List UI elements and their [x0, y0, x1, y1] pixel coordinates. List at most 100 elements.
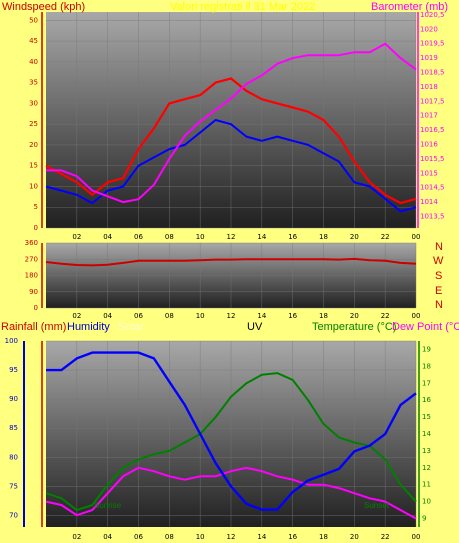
wind-tick-y: 35 [29, 79, 38, 87]
weather-tick-x: 10 [196, 533, 205, 541]
wind-tick-x: 22 [381, 233, 390, 241]
solar-axis-label: Solar [118, 321, 144, 333]
compass-n-bottom: N [435, 299, 443, 311]
temperature-tick-y: 13 [422, 447, 431, 455]
humidity-line [46, 351, 417, 511]
barometer-tick-y: 1020 [420, 25, 438, 33]
temperature-tick-y: 16 [422, 396, 431, 404]
barometer-tick-y: 1018 [420, 83, 438, 91]
barometer-tick-y: 1017 [420, 112, 438, 120]
direction-tick-x: 12 [227, 312, 236, 320]
barometer-tick-y: 1019 [420, 54, 438, 62]
humidity-tick-y: 95 [9, 366, 18, 374]
direction-tick-x: 20 [350, 312, 359, 320]
dewpoint-axis-label: Dew Point (°C [392, 321, 459, 333]
direction-tick-y: 360 [25, 239, 38, 247]
direction-tick-y: 0 [34, 304, 38, 312]
sunset-label: Sunset [364, 501, 389, 510]
direction-tick-x: 02 [72, 312, 81, 320]
temperature-tick-y: 11 [422, 481, 431, 489]
direction-tick-x: 10 [196, 312, 205, 320]
humidity-tick-y: 70 [9, 511, 18, 519]
wind-tick-y: 50 [29, 16, 38, 24]
wind-tick-x: 10 [196, 233, 205, 241]
temperature-tick-y: 18 [422, 362, 431, 370]
barometer-axis-label: Barometer (mb) [371, 1, 449, 13]
weather-tick-x: 20 [350, 533, 359, 541]
direction-tick-x: 04 [103, 312, 112, 320]
direction-tick-y: 180 [25, 272, 38, 280]
wind-tick-x: 14 [257, 233, 266, 241]
chart-title: Valori registrati il 31 Mar 2022 [170, 1, 316, 13]
wind-tick-x: 08 [165, 233, 174, 241]
temperature-axis-label: Temperature (°C) [312, 321, 397, 333]
barometer-tick-y: 1016 [420, 140, 438, 148]
wind-tick-y: 15 [29, 162, 38, 170]
compass-n-top: N [435, 241, 443, 253]
wind-tick-y: 20 [29, 141, 38, 149]
wind-tick-y: 25 [29, 120, 38, 128]
wind-tick-x: 00 [412, 233, 421, 241]
wind-tick-y: 40 [29, 58, 38, 66]
weather-tick-x: 14 [257, 533, 266, 541]
temperature-tick-y: 9 [422, 515, 426, 523]
dewpoint-line [45, 466, 417, 520]
direction-tick-x: 08 [165, 312, 174, 320]
direction-tick-x: 00 [412, 312, 421, 320]
wind-average-line [45, 119, 417, 213]
wind-tick-y: 0 [34, 224, 38, 232]
barometer-tick-y: 1020,5 [420, 11, 445, 19]
wind-gust-line [45, 77, 417, 205]
wind-tick-y: 30 [29, 99, 38, 107]
barometer-tick-y: 1014,5 [420, 184, 445, 192]
barometer-tick-y: 1014 [420, 198, 438, 206]
uv-axis-label: UV [247, 321, 263, 333]
temperature-line [45, 372, 417, 512]
rainfall-axis-label: Rainfall (mm) [1, 321, 67, 333]
direction-tick-y: 90 [29, 288, 38, 296]
windspeed-axis-label: Windspeed (kph) [2, 1, 86, 13]
wind-tick-x: 06 [134, 233, 143, 241]
temperature-tick-y: 19 [422, 345, 431, 353]
humidity-tick-y: 90 [9, 395, 18, 403]
weather-tick-x: 16 [288, 533, 297, 541]
direction-tick-x: 14 [257, 312, 266, 320]
weather-tick-x: 04 [103, 533, 112, 541]
direction-tick-x: 22 [381, 312, 390, 320]
barometer-tick-y: 1019,5 [420, 40, 445, 48]
direction-tick-x: 18 [319, 312, 328, 320]
temperature-tick-y: 14 [422, 430, 431, 438]
barometer-tick-y: 1018,5 [420, 68, 445, 76]
humidity-tick-y: 75 [9, 482, 18, 490]
weather-tick-x: 22 [381, 533, 390, 541]
sunrise-label: Sunrise [94, 501, 122, 510]
wind-tick-x: 20 [350, 233, 359, 241]
barometer-tick-y: 1013,5 [420, 212, 445, 220]
wind-tick-x: 02 [72, 233, 81, 241]
wind-tick-x: 04 [103, 233, 112, 241]
direction-tick-x: 06 [134, 312, 143, 320]
wind-tick-y: 45 [29, 37, 38, 45]
wind-tick-y: 10 [29, 182, 38, 190]
temperature-tick-y: 12 [422, 464, 431, 472]
barometer-tick-y: 1015 [420, 169, 438, 177]
barometer-line [46, 42, 417, 204]
direction-tick-y: 270 [25, 255, 38, 263]
wind-direction-line [45, 257, 417, 267]
weather-tick-x: 18 [319, 533, 328, 541]
temperature-tick-y: 15 [422, 413, 431, 421]
barometer-tick-y: 1016,5 [420, 126, 445, 134]
weather-tick-x: 06 [134, 533, 143, 541]
temperature-tick-y: 10 [422, 498, 431, 506]
barometer-tick-y: 1017,5 [420, 97, 445, 105]
weather-tick-x: 02 [72, 533, 81, 541]
wind-tick-x: 12 [227, 233, 236, 241]
humidity-tick-y: 80 [9, 453, 18, 461]
humidity-tick-y: 85 [9, 424, 18, 432]
compass-w: W [433, 255, 444, 267]
temperature-tick-y: 17 [422, 379, 431, 387]
humidity-tick-y: 100 [5, 337, 18, 345]
wind-tick-x: 16 [288, 233, 297, 241]
humidity-axis-label: Humidity [67, 321, 110, 333]
